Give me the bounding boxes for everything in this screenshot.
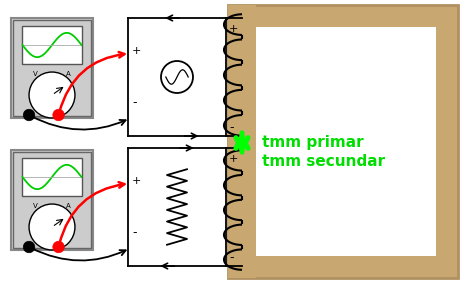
Circle shape <box>53 241 64 253</box>
Bar <box>23 26 81 64</box>
Circle shape <box>53 109 64 121</box>
Text: A: A <box>66 203 71 209</box>
Circle shape <box>29 72 75 118</box>
Circle shape <box>23 241 35 253</box>
Circle shape <box>161 61 193 93</box>
Bar <box>13 20 91 116</box>
Text: V: V <box>33 71 38 77</box>
Text: -: - <box>229 251 233 264</box>
Text: tmm primar: tmm primar <box>262 136 363 151</box>
Bar <box>228 5 458 278</box>
Bar <box>11 150 93 250</box>
Text: -: - <box>229 121 233 134</box>
Bar <box>23 158 81 196</box>
Bar <box>11 18 93 118</box>
Bar <box>250 27 436 256</box>
Text: +: + <box>132 176 141 186</box>
Text: A: A <box>66 71 71 77</box>
Bar <box>228 5 256 278</box>
Text: +: + <box>229 24 238 34</box>
Text: -: - <box>132 226 137 239</box>
Text: -: - <box>132 97 137 110</box>
Bar <box>13 152 91 248</box>
Text: +: + <box>229 154 238 164</box>
Text: +: + <box>132 46 141 56</box>
Text: tmm secundar: tmm secundar <box>262 155 385 170</box>
Text: V: V <box>33 203 38 209</box>
Circle shape <box>29 204 75 250</box>
Circle shape <box>23 109 35 121</box>
